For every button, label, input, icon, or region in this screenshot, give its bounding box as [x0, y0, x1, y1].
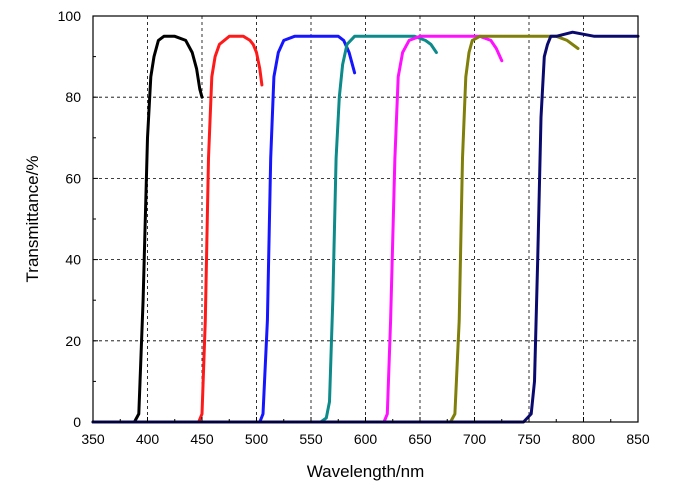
series-line-5: [309, 34, 504, 424]
series-line-6: [320, 34, 580, 424]
x-tick-label: 800: [572, 431, 596, 447]
y-tick-label: 60: [65, 170, 81, 186]
x-tick-label: 700: [463, 431, 487, 447]
x-tick-label: 750: [517, 431, 541, 447]
series-line-4: [309, 34, 438, 424]
y-tick-label: 20: [65, 333, 81, 349]
x-tick-labels: 350 400 450 500 550 600 650 700 750 800 850: [81, 431, 650, 447]
x-tick-label: 650: [408, 431, 432, 447]
gridlines: [93, 16, 638, 422]
series-lines: [91, 30, 640, 424]
axis-ticks: [92, 15, 639, 423]
x-tick-label: 350: [81, 431, 105, 447]
x-axis-label: Wavelength/nm: [307, 462, 424, 481]
x-tick-label: 850: [626, 431, 650, 447]
x-tick-label: 600: [354, 431, 378, 447]
x-tick-label: 500: [245, 431, 269, 447]
y-axis-label: Transmittance/%: [23, 156, 42, 283]
x-tick-label: 550: [299, 431, 323, 447]
series-line-3: [205, 34, 357, 424]
x-tick-label: 450: [190, 431, 214, 447]
y-tick-label: 100: [58, 8, 82, 24]
series-line-2: [129, 34, 264, 424]
series-line-1: [91, 34, 204, 424]
x-tick-label: 400: [136, 431, 160, 447]
y-tick-label: 80: [65, 89, 81, 105]
y-tick-label: 40: [65, 252, 81, 268]
y-tick-labels: 0 20 40 60 80 100: [58, 8, 82, 430]
y-tick-label: 0: [73, 414, 81, 430]
